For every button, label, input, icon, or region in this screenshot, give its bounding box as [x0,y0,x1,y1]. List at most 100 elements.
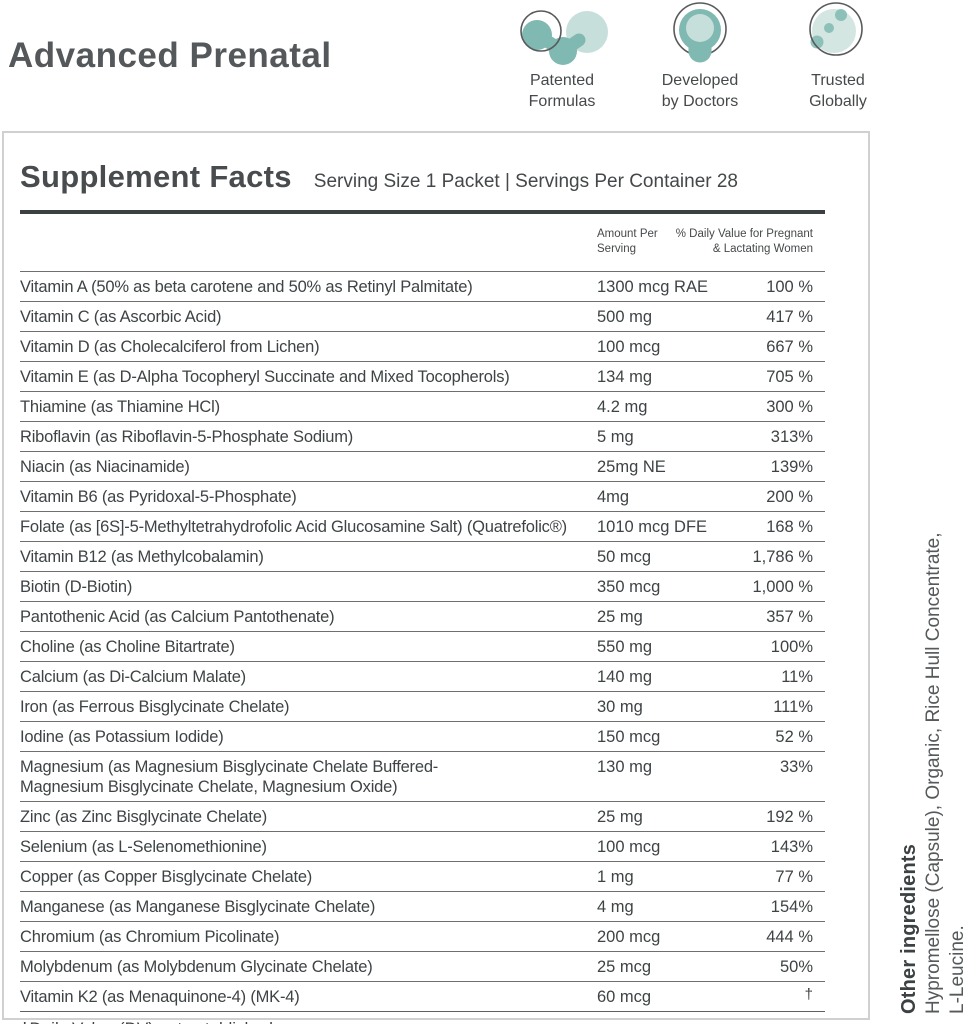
supplement-facts-title: Supplement Facts [20,159,292,194]
table-row: Vitamin C (as Ascorbic Acid) 500 mg 417 … [20,301,825,331]
badge-developed-by-doctors: Developed by Doctors [638,2,762,112]
nutrient-daily-value: 100% [770,638,813,656]
molecule-icon [507,2,617,66]
nutrient-name: Calcium (as Di-Calcium Malate) [20,668,246,686]
nutrient-daily-value: 139% [770,458,813,476]
table-row: Vitamin B12 (as Methylcobalamin) 50 mcg … [20,541,825,571]
nutrient-table: Vitamin A (50% as beta carotene and 50% … [20,271,825,1011]
table-row: Zinc (as Zinc Bisglycinate Chelate) 25 m… [20,801,825,831]
nutrient-amount: 4mg [597,488,630,506]
nutrient-amount: 30 mg [597,698,643,716]
nutrient-amount: 4 mg [597,898,634,916]
panel-head: Supplement Facts Serving Size 1 Packet |… [4,133,868,195]
nutrient-name: Biotin (D-Biotin) [20,578,133,596]
nutrient-daily-value: 705 % [766,368,813,386]
nutrient-amount: 1010 mcg DFE [597,518,708,536]
table-row: Vitamin K2 (as Menaquinone-4) (MK-4) 60 … [20,981,825,1011]
table-row: Iodine (as Potassium Iodide) 150 mcg 52 … [20,721,825,751]
nutrient-daily-value: 1,786 % [752,548,813,566]
nutrient-name: Chromium (as Chromium Picolinate) [20,928,280,946]
nutrient-amount: 134 mg [597,368,653,386]
other-ingredients-text: Hypromellose (Capsule), Organic, Rice Hu… [923,532,968,1014]
nutrient-name: Vitamin A (50% as beta carotene and 50% … [20,278,473,296]
serving-info: Serving Size 1 Packet | Servings Per Con… [313,171,739,192]
nutrient-amount: 5 mg [597,428,634,446]
nutrient-name: Copper (as Copper Bisglycinate Chelate) [20,868,313,886]
badge-label: Patented Formulas [528,72,596,110]
nutrient-name: Niacin (as Niacinamide) [20,458,190,476]
nutrient-amount: 130 mg [597,758,653,776]
table-row: Riboflavin (as Riboflavin-5-Phosphate So… [20,421,825,451]
nutrient-daily-value: 111% [773,698,813,716]
nutrient-daily-value: 444 % [766,928,813,946]
nutrient-amount: 25 mg [597,808,643,826]
nutrient-amount: 4.2 mg [597,398,648,416]
nutrient-daily-value: 357 % [766,608,813,626]
nutrient-name: Vitamin D (as Cholecalciferol from Liche… [20,338,320,356]
table-row: Vitamin D (as Cholecalciferol from Liche… [20,331,825,361]
column-headers: Amount Per Serving % Daily Value for Pre… [20,214,825,271]
other-ingredients-block: Other ingredients Hypromellose (Capsule)… [896,448,970,1014]
nutrient-amount: 50 mcg [597,548,652,566]
nutrient-amount: 1 mg [597,868,634,886]
nutrient-name: Vitamin B6 (as Pyridoxal-5-Phosphate) [20,488,297,506]
nutrient-name: Magnesium (as Magnesium Bisglycinate Che… [20,758,439,796]
nutrient-amount: 60 mcg [597,988,652,1006]
nutrient-name: Vitamin K2 (as Menaquinone-4) (MK-4) [20,988,300,1006]
table-row: Niacin (as Niacinamide) 25mg NE 139% [20,451,825,481]
nutrient-daily-value: 168 % [766,518,813,536]
nutrient-amount: 1300 mcg RAE [597,278,708,296]
nutrient-name: Selenium (as L-Selenomethionine) [20,838,267,856]
nutrient-amount: 25 mcg [597,958,652,976]
table-row: Iron (as Ferrous Bisglycinate Chelate) 3… [20,691,825,721]
column-header-amount: Amount Per Serving [597,228,658,255]
nutrient-daily-value: 300 % [766,398,813,416]
badge-label: Trusted Globally [809,72,867,110]
nutrient-daily-value: 154% [770,898,813,916]
table-row: Thiamine (as Thiamine HCl) 4.2 mg 300 % [20,391,825,421]
table-row: Vitamin E (as D-Alpha Tocopheryl Succina… [20,361,825,391]
nutrient-daily-value: 52 % [775,728,813,746]
nutrient-daily-value: 33% [779,758,813,776]
table-row: Folate (as [6S]-5-Methyltetrahydrofolic … [20,511,825,541]
nutrient-daily-value: 313% [770,428,813,446]
table-row: Selenium (as L-Selenomethionine) 100 mcg… [20,831,825,861]
nutrient-amount: 25mg NE [597,458,666,476]
nutrient-amount: 100 mcg [597,338,661,356]
nutrient-name: Molybdenum (as Molybdenum Glycinate Chel… [20,958,373,976]
badge-row: Patented Formulas Developed by Doctors T [500,2,900,112]
nutrient-daily-value: 11% [781,668,813,686]
nutrient-name: Manganese (as Manganese Bisglycinate Che… [20,898,376,916]
nutrient-name: Vitamin C (as Ascorbic Acid) [20,308,222,326]
badge-label: Developed by Doctors [661,72,739,110]
table-row: Biotin (D-Biotin) 350 mcg 1,000 % [20,571,825,601]
header-rule [20,210,825,214]
nutrient-daily-value: 192 % [766,808,813,826]
globe-icon [793,2,883,66]
nutrient-daily-value: 417 % [766,308,813,326]
other-ingredients-title: Other ingredients [898,843,920,1014]
nutrient-name: Zinc (as Zinc Bisglycinate Chelate) [20,808,268,826]
page-title: Advanced Prenatal [8,36,332,75]
nutrient-daily-value: 667 % [766,338,813,356]
nutrient-amount: 200 mcg [597,928,661,946]
nutrient-name: Vitamin B12 (as Methylcobalamin) [20,548,264,566]
nutrient-amount: 350 mcg [597,578,661,596]
nutrient-name: Pantothenic Acid (as Calcium Pantothenat… [20,608,335,626]
table-row: Vitamin A (50% as beta carotene and 50% … [20,271,825,301]
table-row: Magnesium (as Magnesium Bisglycinate Che… [20,751,825,801]
table-row: Pantothenic Acid (as Calcium Pantothenat… [20,601,825,631]
nutrient-name: Iodine (as Potassium Iodide) [20,728,224,746]
table-row: Vitamin B6 (as Pyridoxal-5-Phosphate) 4m… [20,481,825,511]
table-row: Manganese (as Manganese Bisglycinate Che… [20,891,825,921]
nutrient-amount: 500 mg [597,308,653,326]
column-header-daily-value: % Daily Value for Pregnant & Lactating W… [675,228,813,255]
nutrient-name: Thiamine (as Thiamine HCl) [20,398,220,416]
nutrient-name: Riboflavin (as Riboflavin-5-Phosphate So… [20,428,354,446]
supplement-facts-panel: Supplement Facts Serving Size 1 Packet |… [2,131,870,1024]
nutrient-name: Choline (as Choline Bitartrate) [20,638,235,656]
nutrient-amount: 550 mg [597,638,653,656]
nutrient-daily-value: 77 % [775,868,813,886]
doctor-icon [650,2,750,66]
nutrient-amount: 150 mcg [597,728,661,746]
